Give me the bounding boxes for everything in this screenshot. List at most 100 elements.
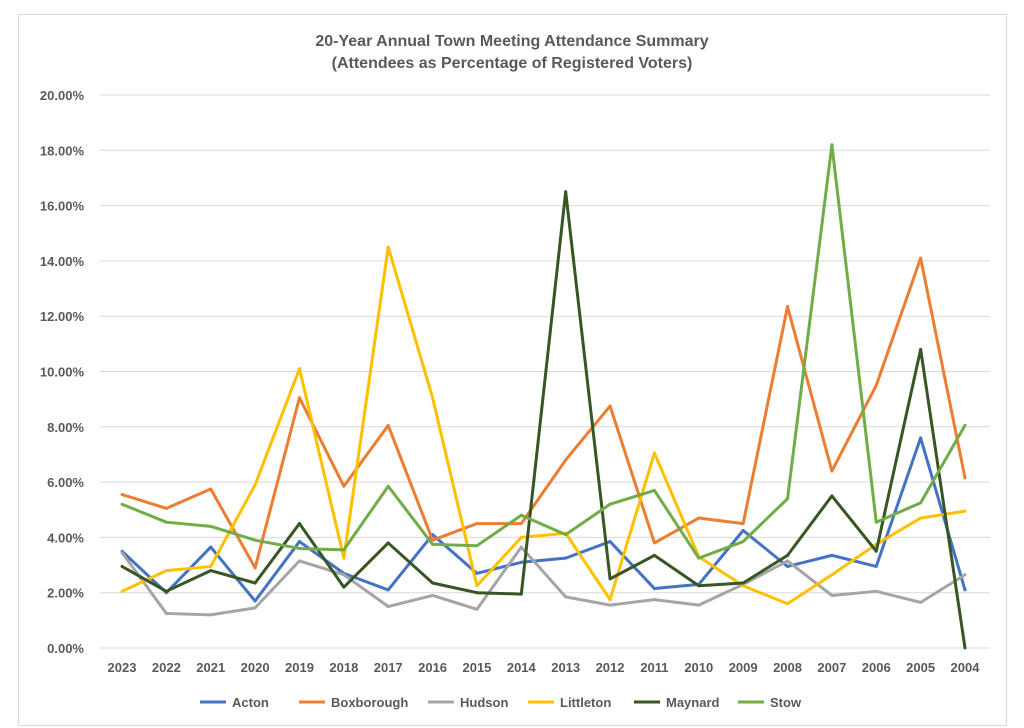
- x-tick-label: 2011: [640, 660, 668, 675]
- data-point: [786, 553, 790, 557]
- series-line-stow: [121, 143, 967, 560]
- data-point: [608, 404, 612, 408]
- data-point: [608, 598, 612, 602]
- data-point: [519, 560, 523, 564]
- x-tick-label: 2020: [241, 660, 270, 675]
- data-point: [963, 646, 967, 650]
- data-point: [608, 577, 612, 581]
- data-point: [297, 546, 301, 550]
- data-point: [564, 533, 568, 537]
- x-tick-label: 2016: [418, 660, 447, 675]
- x-tick-label: 2010: [684, 660, 713, 675]
- data-point: [475, 607, 479, 611]
- data-point: [786, 559, 790, 563]
- data-point: [652, 451, 656, 455]
- y-tick-label: 12.00%: [40, 309, 85, 324]
- data-point: [120, 564, 124, 568]
- data-point: [475, 522, 479, 526]
- series-line-littleton: [121, 245, 966, 606]
- data-point: [386, 484, 390, 488]
- data-point: [342, 484, 346, 488]
- data-point: [652, 553, 656, 557]
- data-point: [297, 522, 301, 526]
- x-tick-label: 2019: [285, 660, 314, 675]
- data-point: [120, 589, 124, 593]
- data-point: [608, 540, 612, 544]
- data-point: [652, 587, 656, 591]
- data-point: [519, 535, 523, 539]
- data-point: [830, 573, 834, 577]
- data-point: [608, 502, 612, 506]
- legend-label: Boxborough: [331, 695, 408, 710]
- y-tick-label: 6.00%: [47, 475, 84, 490]
- data-point: [253, 581, 257, 585]
- data-point: [874, 383, 878, 387]
- x-tick-label: 2006: [862, 660, 891, 675]
- x-tick-label: 2009: [729, 660, 758, 675]
- data-point: [475, 584, 479, 588]
- x-tick-label: 2018: [329, 660, 358, 675]
- data-point: [253, 538, 257, 542]
- data-point: [919, 600, 923, 604]
- data-point: [253, 483, 257, 487]
- y-tick-label: 16.00%: [40, 199, 85, 214]
- x-tick-label: 2013: [551, 660, 580, 675]
- y-tick-label: 8.00%: [47, 420, 84, 435]
- data-point: [297, 540, 301, 544]
- data-point: [963, 476, 967, 480]
- data-point: [297, 367, 301, 371]
- data-point: [786, 602, 790, 606]
- data-point: [786, 305, 790, 309]
- chart-subtitle: (Attendees as Percentage of Registered V…: [332, 55, 693, 72]
- data-point: [963, 588, 967, 592]
- data-point: [786, 497, 790, 501]
- data-point: [697, 603, 701, 607]
- data-point: [652, 488, 656, 492]
- data-point: [297, 396, 301, 400]
- x-tick-label: 2017: [374, 660, 403, 675]
- data-point: [209, 613, 213, 617]
- y-tick-label: 2.00%: [47, 586, 84, 601]
- data-point: [519, 592, 523, 596]
- data-point: [697, 556, 701, 560]
- data-point: [164, 569, 168, 573]
- data-point: [342, 548, 346, 552]
- x-tick-label: 2023: [108, 660, 137, 675]
- series-line-acton: [120, 436, 967, 603]
- data-point: [519, 522, 523, 526]
- data-point: [697, 584, 701, 588]
- data-point: [519, 545, 523, 549]
- data-point: [120, 502, 124, 506]
- data-point: [209, 487, 213, 491]
- data-point: [386, 605, 390, 609]
- x-tick-label: 2015: [462, 660, 491, 675]
- data-point: [564, 595, 568, 599]
- y-tick-label: 20.00%: [40, 88, 85, 103]
- data-point: [963, 573, 967, 577]
- data-point: [652, 541, 656, 545]
- data-point: [741, 528, 745, 532]
- data-point: [830, 494, 834, 498]
- data-point: [209, 524, 213, 528]
- data-point: [652, 598, 656, 602]
- x-tick-label: 2004: [951, 660, 981, 675]
- chart-title: 20-Year Annual Town Meeting Attendance S…: [315, 33, 708, 50]
- y-tick-label: 10.00%: [40, 365, 85, 380]
- data-point: [342, 556, 346, 560]
- data-point: [741, 522, 745, 526]
- legend-label: Littleton: [560, 695, 611, 710]
- data-point: [874, 520, 878, 524]
- data-point: [963, 509, 967, 513]
- data-point: [209, 545, 213, 549]
- data-point: [253, 606, 257, 610]
- data-point: [564, 556, 568, 560]
- legend-label: Hudson: [460, 695, 508, 710]
- data-point: [786, 564, 790, 568]
- data-point: [919, 256, 923, 260]
- legend-label: Stow: [770, 695, 802, 710]
- series-line-boxborough: [121, 256, 967, 570]
- data-point: [919, 516, 923, 520]
- legend-label: Maynard: [666, 695, 720, 710]
- data-point: [209, 564, 213, 568]
- data-point: [386, 541, 390, 545]
